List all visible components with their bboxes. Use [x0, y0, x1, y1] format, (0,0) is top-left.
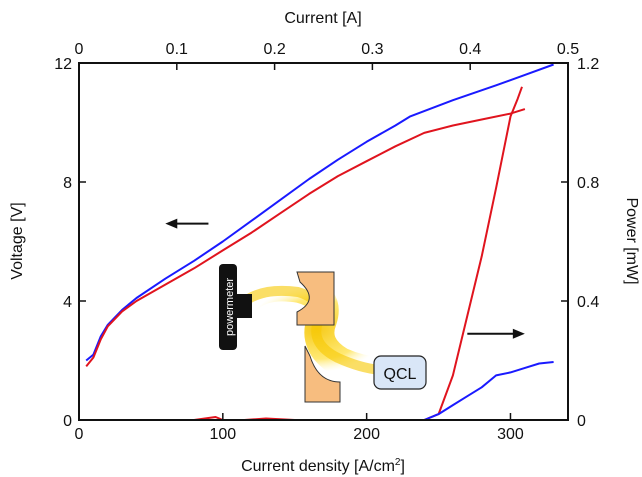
x-bottom-tick-label: 300	[497, 426, 524, 443]
y-left-axis-title: Voltage [V]	[9, 202, 26, 279]
series-layer	[79, 63, 554, 421]
powermeter: powermeter	[219, 264, 252, 350]
x-bottom-axis-title: Current density [A/cm2]	[241, 457, 405, 475]
y-left-tick-label: 0	[63, 413, 72, 430]
series-line-2	[85, 108, 526, 368]
plot-frame	[78, 62, 569, 421]
x-bottom-axis-title-close: ]	[400, 458, 404, 475]
voltage-axis-arrow-head	[165, 218, 178, 229]
x-bottom-axis-title-sup: 2	[395, 457, 401, 468]
setup-inset: powermeter QCL	[219, 264, 427, 403]
x-top-tick-label: 0.1	[166, 41, 188, 58]
powermeter-label: powermeter	[224, 278, 236, 336]
x-bottom-tick-label: 0	[75, 426, 84, 443]
y-right-tick-label: 0.4	[577, 294, 599, 311]
y-left-tick-label: 12	[54, 56, 72, 73]
upper-mirror	[296, 271, 335, 326]
y-right-tick-label: 0	[577, 413, 586, 430]
x-bottom-tick-label: 200	[353, 426, 380, 443]
qcl-label: QCL	[384, 366, 417, 383]
powermeter-head	[237, 294, 252, 318]
y-left-tick-label: 8	[63, 175, 72, 192]
y-right-tick-label: 0.8	[577, 175, 599, 192]
power-axis-arrow-head	[512, 328, 525, 339]
x-top-tick-label: 0.3	[361, 41, 383, 58]
series-line-3	[79, 86, 523, 421]
y-left-tick-label: 4	[63, 294, 72, 311]
x-top-tick-label: 0	[75, 41, 84, 58]
y-right-tick-label: 1.2	[577, 56, 599, 73]
x-bottom-axis-title-main: Current density [A/cm	[241, 458, 395, 475]
x-top-tick-label: 0.4	[459, 41, 481, 58]
qcl-body	[373, 355, 427, 390]
x-top-tick-label: 0.2	[263, 41, 285, 58]
qcl-box: QCL	[373, 355, 427, 390]
arrow-layer	[165, 218, 525, 339]
x-bottom-tick-label: 100	[209, 426, 236, 443]
x-top-tick-label: 0.5	[557, 41, 579, 58]
powermeter-body	[219, 264, 237, 350]
lower-mirror	[304, 345, 341, 403]
x-top-axis-title: Current [A]	[284, 10, 361, 27]
series-line-1	[85, 63, 554, 362]
series-line-4	[423, 361, 554, 421]
y-right-axis-title: Power [mW]	[623, 197, 640, 284]
